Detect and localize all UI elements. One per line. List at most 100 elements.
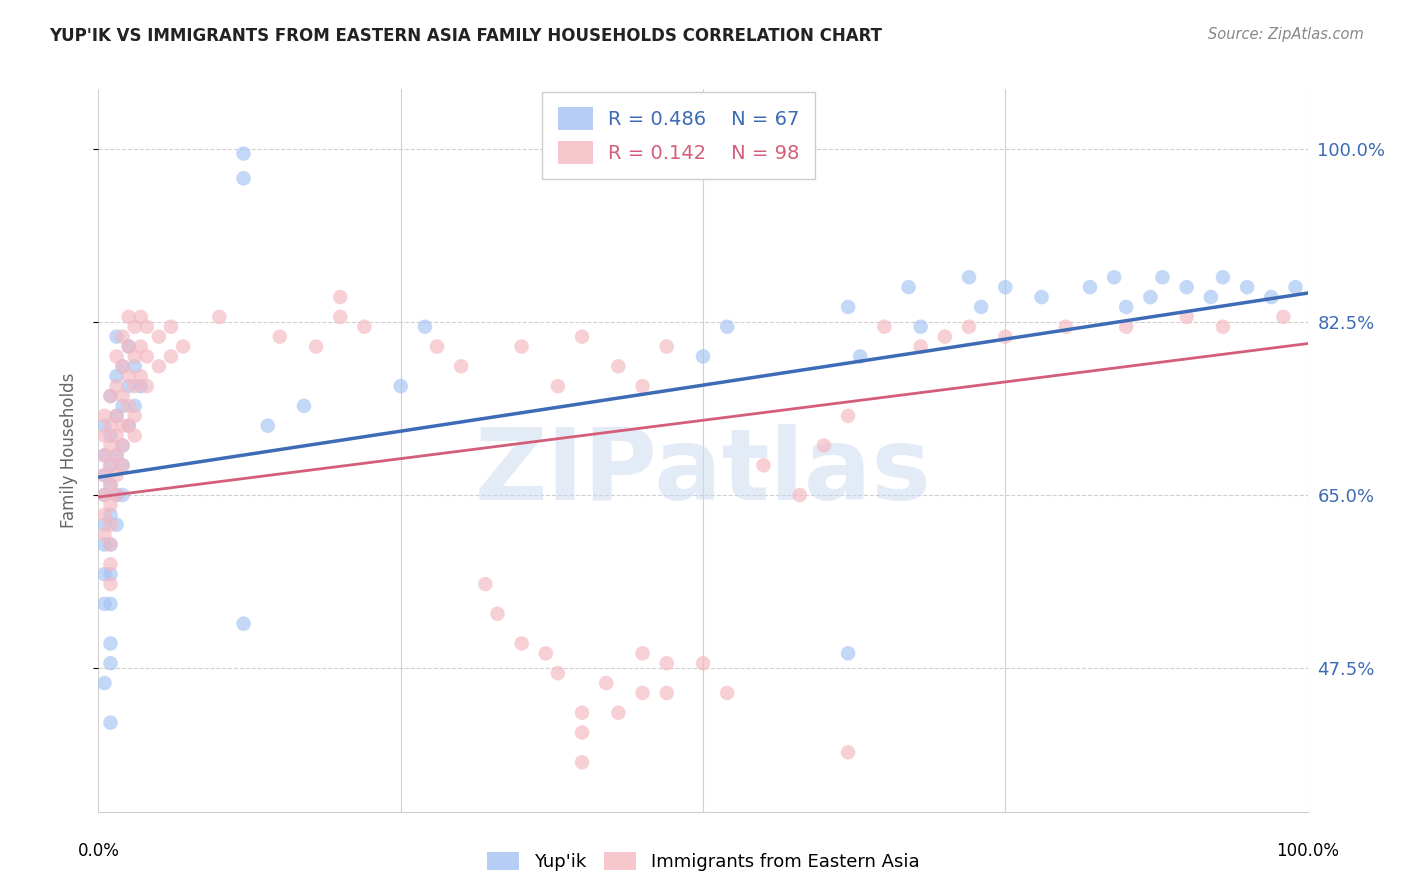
Point (100, 567, 122, 582)
Point (910, 319, 932, 334)
Point (111, 359, 134, 374)
Point (100, 458, 122, 473)
Point (105, 449, 128, 463)
Point (100, 517, 122, 532)
Point (1175, 280, 1198, 294)
Point (329, 290, 352, 304)
Point (994, 329, 1017, 343)
Point (873, 319, 896, 334)
Point (100, 558, 122, 572)
Legend: Yup'ik, Immigrants from Eastern Asia: Yup'ik, Immigrants from Eastern Asia (479, 845, 927, 879)
Point (160, 350, 183, 364)
Point (148, 359, 170, 374)
Point (135, 350, 157, 364)
Point (111, 438, 134, 452)
Point (111, 389, 134, 403)
Point (100, 657, 122, 671)
Point (105, 409, 128, 423)
Point (752, 458, 775, 473)
Point (897, 280, 920, 294)
Point (93, 449, 115, 463)
Point (100, 715, 122, 730)
Point (129, 310, 152, 324)
Point (486, 607, 509, 621)
Point (1260, 290, 1282, 304)
Point (93, 517, 115, 532)
Point (100, 418, 122, 433)
Text: 100.0%: 100.0% (1277, 842, 1339, 860)
Point (93, 468, 115, 483)
Point (100, 508, 122, 522)
Point (111, 359, 134, 374)
Point (124, 379, 146, 393)
Point (118, 418, 141, 433)
Point (1236, 280, 1258, 294)
Point (450, 359, 472, 374)
Point (655, 339, 678, 353)
Point (631, 646, 654, 660)
Point (93, 428, 115, 442)
Point (148, 329, 170, 343)
Point (1102, 270, 1125, 285)
Point (93, 527, 115, 541)
Point (93, 597, 115, 611)
Point (692, 657, 714, 671)
Point (135, 319, 157, 334)
Point (124, 409, 146, 423)
Point (534, 646, 557, 660)
Point (849, 350, 872, 364)
Point (837, 745, 859, 759)
Point (607, 706, 630, 720)
Point (111, 438, 134, 452)
Point (111, 458, 134, 473)
Point (1212, 270, 1234, 285)
Point (160, 319, 183, 334)
Point (595, 676, 617, 690)
Point (100, 537, 122, 551)
Point (129, 339, 152, 353)
Point (837, 300, 859, 314)
Point (547, 379, 569, 393)
Point (111, 458, 134, 473)
Point (93, 449, 115, 463)
Point (93, 676, 115, 690)
Point (1078, 280, 1101, 294)
Point (93, 468, 115, 483)
Point (93, 567, 115, 582)
Point (1284, 280, 1306, 294)
Point (631, 686, 654, 700)
Point (105, 449, 128, 463)
Point (100, 537, 122, 551)
Point (957, 270, 980, 285)
Point (957, 319, 980, 334)
Point (571, 756, 593, 770)
Point (105, 468, 128, 483)
Point (232, 171, 254, 186)
Point (208, 310, 231, 324)
Point (111, 488, 134, 502)
Point (305, 339, 328, 353)
Point (789, 488, 811, 502)
Point (571, 725, 593, 739)
Point (111, 329, 134, 343)
Point (413, 319, 436, 334)
Point (547, 666, 569, 681)
Point (837, 646, 859, 660)
Point (232, 146, 254, 161)
Point (105, 488, 128, 502)
Point (1115, 300, 1137, 314)
Point (100, 636, 122, 650)
Point (118, 399, 141, 413)
Point (100, 438, 122, 452)
Point (813, 438, 835, 452)
Point (118, 339, 141, 353)
Point (111, 418, 134, 433)
Point (1199, 290, 1222, 304)
Point (172, 339, 194, 353)
Point (1212, 319, 1234, 334)
Point (994, 280, 1017, 294)
Point (105, 517, 128, 532)
Point (100, 498, 122, 512)
Point (329, 310, 352, 324)
Point (124, 350, 146, 364)
